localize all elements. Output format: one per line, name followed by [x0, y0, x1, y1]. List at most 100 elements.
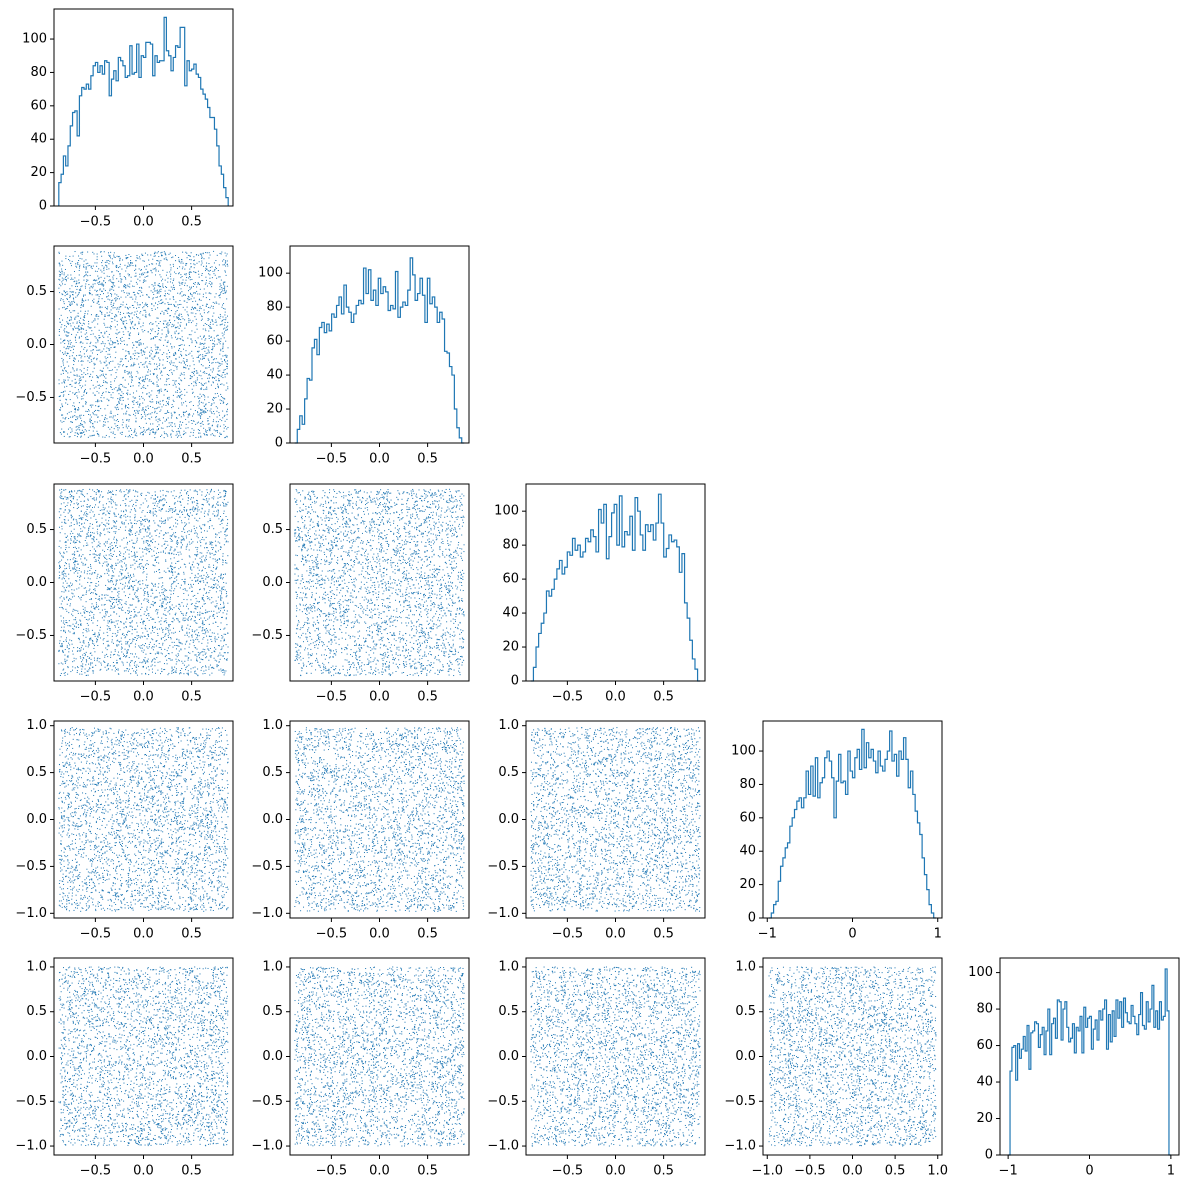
scatter-point — [107, 276, 108, 277]
scatter-point — [218, 637, 219, 638]
scatter-point — [114, 607, 115, 608]
scatter-point — [182, 282, 183, 283]
scatter-point — [169, 384, 170, 385]
scatter-point — [158, 386, 159, 387]
scatter-point — [68, 343, 69, 344]
scatter-point — [194, 264, 195, 265]
scatter-point — [142, 636, 143, 637]
scatter-point — [143, 352, 144, 353]
scatter-point — [79, 265, 80, 266]
scatter-point — [93, 333, 94, 334]
scatter-point — [170, 322, 171, 323]
scatter-point — [105, 356, 106, 357]
scatter-point — [226, 419, 227, 420]
scatter-point — [203, 424, 204, 425]
scatter-point — [90, 342, 91, 343]
scatter-point — [227, 355, 228, 356]
scatter-point — [137, 492, 138, 493]
scatter-point — [152, 564, 153, 565]
scatter-point — [220, 577, 221, 578]
scatter-point — [120, 338, 121, 339]
scatter-point — [215, 376, 216, 377]
scatter-point — [223, 574, 224, 575]
scatter-point — [128, 353, 129, 354]
scatter-point — [154, 412, 155, 413]
scatter-point — [79, 322, 80, 323]
scatter-point — [145, 253, 146, 254]
scatter-point — [171, 257, 172, 258]
scatter-point — [193, 309, 194, 310]
scatter-point — [112, 263, 113, 264]
scatter-point — [110, 628, 111, 629]
scatter-point — [65, 380, 66, 381]
scatter-point — [109, 276, 110, 277]
scatter-point — [196, 637, 197, 638]
scatter-point — [99, 330, 100, 331]
scatter-point — [99, 349, 100, 350]
scatter-point — [144, 661, 145, 662]
scatter-point — [143, 379, 144, 380]
scatter-point — [110, 511, 111, 512]
scatter-point — [216, 411, 217, 412]
scatter-point — [63, 394, 64, 395]
scatter-point — [171, 414, 172, 415]
scatter-point — [103, 424, 104, 425]
scatter-point — [96, 539, 97, 540]
scatter-point — [218, 421, 219, 422]
scatter-point — [219, 415, 220, 416]
scatter-point — [60, 410, 61, 411]
scatter-point — [147, 405, 148, 406]
scatter-point — [173, 264, 174, 265]
y-tick-label: 0 — [511, 674, 519, 689]
scatter-point — [161, 276, 162, 277]
scatter-point — [99, 337, 100, 338]
scatter-point — [185, 615, 186, 616]
scatter-point — [162, 285, 163, 286]
scatter-point — [136, 260, 137, 261]
scatter-point — [87, 619, 88, 620]
scatter-point — [142, 386, 143, 387]
scatter-point — [188, 417, 189, 418]
scatter-point — [224, 287, 225, 288]
scatter-point — [108, 571, 109, 572]
scatter-point — [106, 388, 107, 389]
scatter-point — [167, 397, 168, 398]
scatter-point — [101, 374, 102, 375]
scatter-point — [70, 417, 71, 418]
scatter-point — [185, 265, 186, 266]
scatter-point — [168, 417, 169, 418]
scatter-point — [202, 257, 203, 258]
scatter-point — [106, 654, 107, 655]
scatter-point — [206, 263, 207, 264]
scatter-point — [190, 436, 191, 437]
scatter-point — [104, 325, 105, 326]
scatter-point — [77, 490, 78, 491]
scatter-point — [78, 280, 79, 281]
scatter-point — [156, 501, 157, 502]
scatter-point — [102, 265, 103, 266]
scatter-point — [212, 346, 213, 347]
scatter-point — [194, 631, 195, 632]
scatter-point — [188, 673, 189, 674]
scatter-point — [145, 611, 146, 612]
scatter-point — [186, 590, 187, 591]
scatter-point — [90, 275, 91, 276]
scatter-point — [121, 511, 122, 512]
scatter-point — [138, 581, 139, 582]
scatter-point — [149, 352, 150, 353]
scatter-point — [85, 540, 86, 541]
scatter-point — [135, 415, 136, 416]
scatter-point — [124, 670, 125, 671]
scatter-point — [61, 496, 62, 497]
scatter-point — [122, 259, 123, 260]
scatter-point — [199, 299, 200, 300]
scatter-point — [79, 292, 80, 293]
scatter-point — [105, 526, 106, 527]
scatter-point — [70, 340, 71, 341]
scatter-point — [154, 253, 155, 254]
scatter-point — [120, 314, 121, 315]
scatter-point — [118, 388, 119, 389]
scatter-point — [173, 380, 174, 381]
scatter-point — [183, 361, 184, 362]
scatter-point — [123, 334, 124, 335]
